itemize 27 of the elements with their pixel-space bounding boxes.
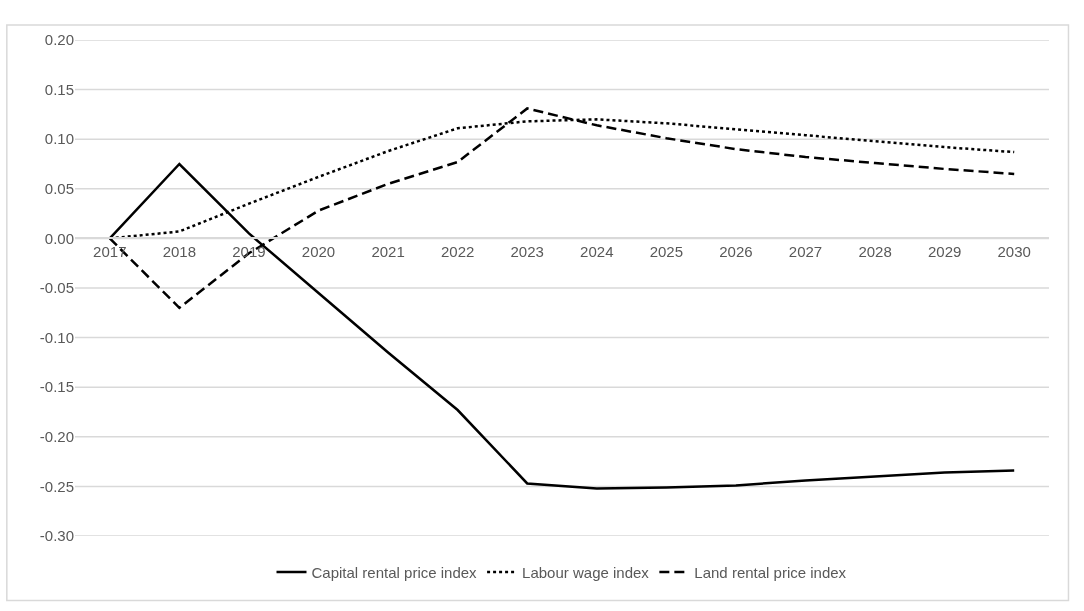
y-tick-label: -0.25 [39, 477, 74, 495]
y-tick-label: 0.20 [44, 31, 74, 49]
x-tick-label: 2020 [301, 243, 336, 261]
y-tick-label: 0.05 [44, 180, 74, 198]
y-tick-label: 0.00 [44, 229, 74, 247]
x-tick-label: 2018 [162, 243, 197, 261]
y-tick-label: -0.20 [39, 428, 74, 446]
legend-label: Capital rental price index [311, 563, 478, 581]
y-tick-label: -0.05 [39, 279, 74, 297]
x-tick-label: 2030 [997, 243, 1031, 261]
x-tick-label: 2024 [580, 243, 614, 261]
x-tick-label: 2023 [510, 243, 544, 261]
y-tick-label: -0.10 [39, 328, 74, 346]
x-tick-label: 2021 [371, 243, 405, 261]
legend-label: Labour wage index [522, 563, 650, 581]
y-tick-label: -0.15 [39, 378, 74, 396]
x-tick-label: 2026 [719, 243, 753, 261]
x-tick-label: 2028 [858, 243, 892, 261]
x-tick-label: 2022 [440, 243, 475, 261]
y-tick-label: 0.15 [44, 80, 74, 98]
x-tick-label: 2025 [649, 243, 684, 261]
y-tick-label: -0.30 [39, 527, 74, 545]
x-tick-label: 2027 [788, 243, 823, 261]
x-tick-label: 2029 [927, 243, 962, 261]
x-tick-label: 2019 [232, 243, 266, 261]
legend-label: Land rental price index [694, 563, 847, 581]
y-tick-label: 0.10 [44, 130, 74, 148]
